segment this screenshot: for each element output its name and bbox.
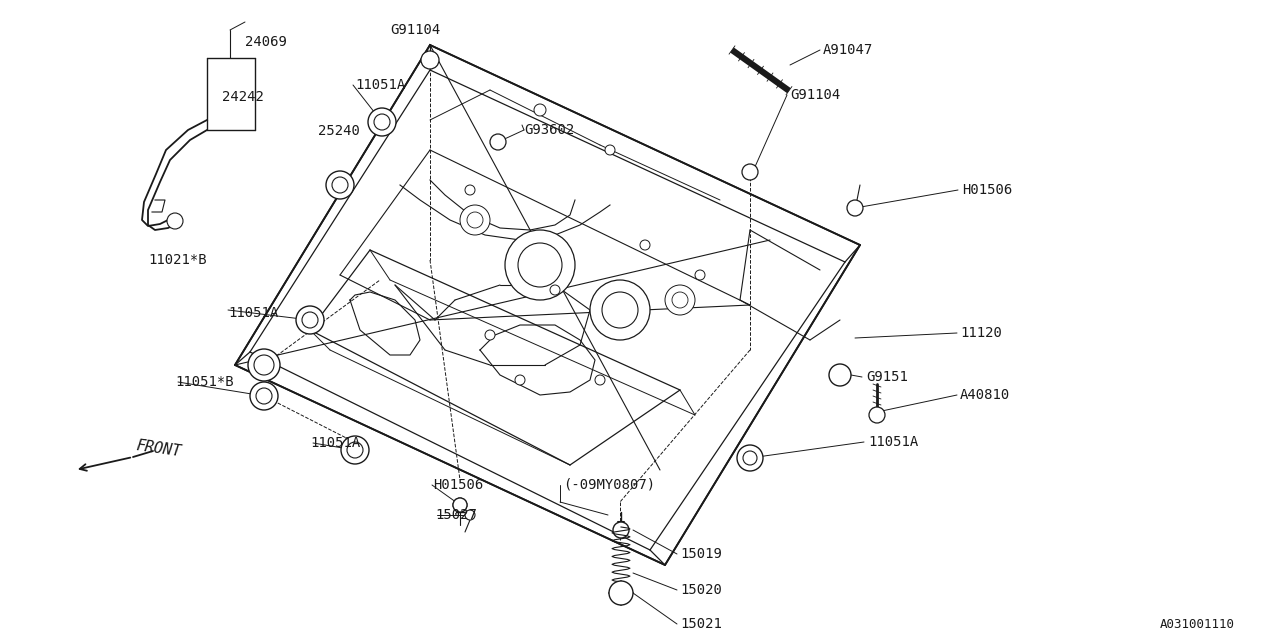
Circle shape: [742, 451, 756, 465]
Circle shape: [332, 177, 348, 193]
Circle shape: [301, 311, 319, 329]
Text: 11051*B: 11051*B: [175, 375, 234, 389]
Circle shape: [166, 213, 183, 229]
Circle shape: [250, 382, 278, 410]
Text: 25240: 25240: [317, 124, 360, 138]
Circle shape: [640, 240, 650, 250]
Circle shape: [248, 349, 280, 381]
Text: FRONT: FRONT: [134, 438, 182, 460]
Circle shape: [340, 436, 369, 464]
Circle shape: [605, 145, 614, 155]
Circle shape: [453, 498, 467, 512]
Circle shape: [374, 114, 390, 130]
Text: G91104: G91104: [790, 88, 840, 102]
Text: 11051A: 11051A: [868, 435, 918, 449]
Text: 24069: 24069: [244, 35, 287, 49]
Text: H01506: H01506: [963, 183, 1012, 197]
Circle shape: [833, 368, 847, 382]
Circle shape: [695, 270, 705, 280]
Text: 11051A: 11051A: [355, 78, 406, 92]
Circle shape: [347, 442, 364, 458]
Circle shape: [869, 407, 884, 423]
Circle shape: [849, 201, 861, 215]
Circle shape: [346, 441, 364, 459]
Circle shape: [485, 330, 495, 340]
Circle shape: [595, 375, 605, 385]
Circle shape: [332, 177, 348, 193]
Circle shape: [369, 108, 396, 136]
Text: 11021*B: 11021*B: [148, 253, 206, 267]
Text: G91104: G91104: [390, 23, 440, 37]
Circle shape: [302, 312, 317, 328]
Circle shape: [742, 450, 758, 466]
Circle shape: [518, 243, 562, 287]
Text: A031001110: A031001110: [1160, 618, 1235, 630]
Circle shape: [467, 212, 483, 228]
Circle shape: [421, 51, 439, 69]
Text: A40810: A40810: [960, 388, 1010, 402]
Text: H01506: H01506: [433, 478, 484, 492]
Circle shape: [613, 522, 628, 538]
Circle shape: [465, 510, 475, 520]
Circle shape: [374, 114, 390, 130]
Circle shape: [829, 364, 851, 386]
Circle shape: [506, 230, 575, 300]
Text: 11051A: 11051A: [310, 436, 360, 450]
Circle shape: [742, 164, 758, 180]
Text: 11120: 11120: [960, 326, 1002, 340]
Circle shape: [609, 581, 634, 605]
Text: 15020: 15020: [680, 583, 722, 597]
Text: (-09MY0807): (-09MY0807): [563, 478, 655, 492]
Text: 11051A: 11051A: [228, 306, 278, 320]
Circle shape: [255, 356, 273, 374]
Circle shape: [534, 104, 547, 116]
Text: 24242: 24242: [221, 90, 264, 104]
Circle shape: [255, 387, 273, 405]
Circle shape: [256, 388, 273, 404]
Circle shape: [490, 134, 506, 150]
Text: 15019: 15019: [680, 547, 722, 561]
Circle shape: [672, 292, 689, 308]
Circle shape: [590, 280, 650, 340]
Text: G93602: G93602: [524, 123, 575, 137]
Circle shape: [326, 171, 355, 199]
Circle shape: [737, 445, 763, 471]
Text: A91047: A91047: [823, 43, 873, 57]
Circle shape: [296, 306, 324, 334]
Circle shape: [460, 205, 490, 235]
Circle shape: [515, 375, 525, 385]
Circle shape: [550, 285, 561, 295]
Text: 15027: 15027: [435, 508, 477, 522]
Circle shape: [253, 355, 274, 375]
Circle shape: [453, 498, 467, 512]
Circle shape: [602, 292, 637, 328]
Text: 15021: 15021: [680, 617, 722, 631]
Circle shape: [465, 185, 475, 195]
Circle shape: [847, 200, 863, 216]
Text: G9151: G9151: [867, 370, 908, 384]
Circle shape: [666, 285, 695, 315]
